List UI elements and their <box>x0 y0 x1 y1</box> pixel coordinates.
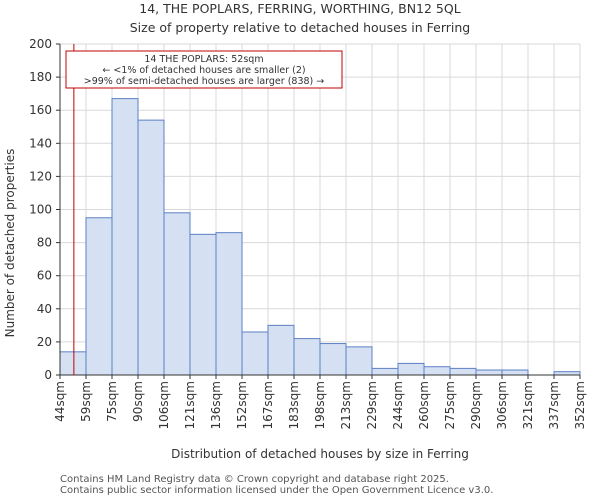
annotation-line: 14 THE POPLARS: 52sqm <box>144 54 263 65</box>
bars <box>59 98 581 376</box>
x-axis: 44sqm 59sqm 75sqm 90sqm 106sqm 121sqm 136sqm 15… <box>53 374 587 429</box>
y-tick-label: 120 <box>29 169 52 183</box>
bar <box>59 351 87 376</box>
footer-copyright: Contains HM Land Registry data © Crown c… <box>60 474 449 485</box>
bar <box>267 324 295 376</box>
bar <box>397 362 425 376</box>
x-tick-label: 244sqm <box>391 381 405 429</box>
x-tick-label: 306sqm <box>495 381 509 429</box>
x-tick-label: 75sqm <box>105 381 119 422</box>
x-tick-label: 352sqm <box>573 381 587 429</box>
x-tick-label: 106sqm <box>157 381 171 429</box>
x-tick-label: 260sqm <box>417 381 431 429</box>
bar <box>137 119 165 376</box>
bar <box>189 233 217 376</box>
x-tick-label: 136sqm <box>209 381 223 429</box>
property-marker: 14 THE POPLARS: 52sqm← <1% of detached h… <box>65 44 343 375</box>
bar <box>371 367 399 376</box>
annotation-box <box>65 50 343 89</box>
bar <box>423 366 451 376</box>
bar <box>475 369 503 376</box>
y-tick-label: 200 <box>29 37 52 51</box>
bar <box>111 98 139 376</box>
annotation-line: >99% of semi-detached houses are larger … <box>84 76 325 87</box>
x-tick-label: 229sqm <box>365 381 379 429</box>
x-tick-label: 121sqm <box>183 381 197 429</box>
bar <box>293 338 321 376</box>
bar <box>345 346 373 376</box>
chart-title: 14, THE POPLARS, FERRING, WORTHING, BN12… <box>139 1 460 16</box>
x-tick-label: 198sqm <box>313 381 327 429</box>
x-tick-label: 59sqm <box>79 381 93 422</box>
y-tick-label: 80 <box>37 236 52 250</box>
y-tick-label: 100 <box>29 203 52 217</box>
x-tick-label: 275sqm <box>443 381 457 429</box>
bar <box>501 369 529 376</box>
bar <box>241 331 269 376</box>
y-tick-label: 0 <box>44 368 52 382</box>
x-tick-label: 167sqm <box>261 381 275 429</box>
x-tick-label: 337sqm <box>547 381 561 429</box>
footer-licence: Contains public sector information licen… <box>60 485 494 496</box>
x-tick-label: 44sqm <box>53 381 67 422</box>
bar <box>449 367 477 376</box>
y-tick-label: 160 <box>29 103 52 117</box>
x-tick-label: 183sqm <box>287 381 301 429</box>
x-tick-label: 213sqm <box>339 381 353 429</box>
x-axis-label: Distribution of detached houses by size … <box>171 447 469 461</box>
y-tick-label: 180 <box>29 70 52 84</box>
bar <box>215 232 243 376</box>
y-tick-label: 20 <box>37 335 52 349</box>
x-tick-label: 290sqm <box>469 381 483 429</box>
y-tick-label: 40 <box>37 302 52 316</box>
annotation-line: ← <1% of detached houses are smaller (2) <box>102 65 305 76</box>
y-axis-label: Number of detached properties <box>3 149 17 338</box>
y-axis: 0 20 40 60 80 100 120 140 160 180 200 <box>29 37 61 382</box>
bar <box>319 343 347 376</box>
y-tick-label: 60 <box>37 269 52 283</box>
x-tick-label: 321sqm <box>521 381 535 429</box>
bar <box>85 217 113 376</box>
x-tick-label: 152sqm <box>235 381 249 429</box>
bar <box>163 212 191 376</box>
y-tick-label: 140 <box>29 136 52 150</box>
chart-subtitle: Size of property relative to detached ho… <box>130 20 471 35</box>
x-tick-label: 90sqm <box>131 381 145 422</box>
